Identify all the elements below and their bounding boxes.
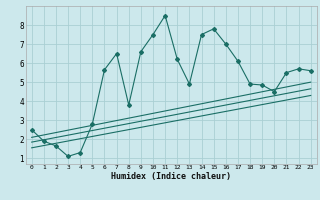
X-axis label: Humidex (Indice chaleur): Humidex (Indice chaleur) [111, 172, 231, 181]
